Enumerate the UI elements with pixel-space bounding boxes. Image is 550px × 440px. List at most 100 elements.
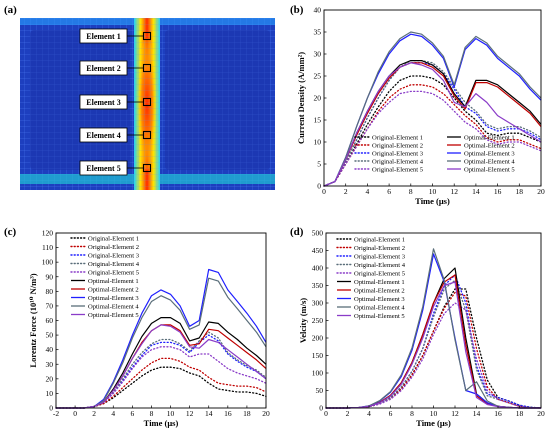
y-tick-label: 10 [314,138,322,147]
x-tick-label: 8 [410,409,414,418]
y-tick-label: 350 [312,281,324,290]
y-tick-label: 35 [314,28,322,37]
legend-label: Optimal-Element 1 [354,279,405,286]
x-tick-label: 18 [516,187,524,196]
legend-label: Optimal-Element 3 [88,295,139,302]
x-tick-label: 10 [430,409,438,418]
y-tick-label: 40 [46,345,54,354]
y-tick-label: 300 [312,299,324,308]
legend-label: Optimal-Element 2 [354,287,405,294]
y-tick-label: 80 [46,287,54,296]
element-label-5: Element 5 [79,160,152,176]
panel-letter-c: (c) [4,226,17,238]
legend-label: Optimal-Element 3 [464,150,515,157]
x-axis-label-d: Time (μs) [416,418,451,428]
series-line-b-9 [323,31,542,187]
legend-label: Original-Element 4 [88,261,140,268]
y-tick-label: 30 [314,50,322,59]
series-line-c-5 [55,346,267,409]
legend-label: Optimal-Element 2 [88,286,139,293]
x-axis-label-c: Time (μs) [144,418,179,428]
panel-c-lorentz-force: -2 0 2 4 6 8 10 12 14 16 18 20010203040506070809010… [28,229,270,429]
series-line-d-10 [326,281,541,409]
legend-label: Optimal-Element 2 [464,142,515,149]
legend-label: Original-Element 5 [88,269,140,276]
x-tick-label: 2 [344,187,348,196]
legend-label: Optimal-Element 3 [354,296,405,303]
x-tick-label: 0 [322,187,326,196]
legend-label: Original-Element 1 [88,235,139,242]
legend-label: Original-Element 2 [354,245,405,252]
x-tick-label: 18 [243,409,251,418]
y-tick-label: 20 [46,374,54,383]
y-tick-label: 30 [46,360,54,369]
y-tick-label: 0 [49,404,53,413]
x-tick-label: 0 [324,409,328,418]
series-line-b-10 [323,62,542,187]
legend-label: Original-Element 5 [372,166,424,173]
x-tick-label: 8 [150,409,154,418]
panel-b-current-density: 0 2 4 6 8 10 12 14 16 18 20 0 5 10 15 20 25 30 35 40 Time (μ… [296,6,545,207]
y-tick-label: 400 [312,264,324,273]
series-line-b-1 [323,75,542,187]
legend-label: Original-Element 3 [354,253,406,260]
y-tick-label: 50 [46,331,54,340]
x-tick-label: 2 [92,409,96,418]
x-axis-label-b: Time (μs) [415,196,450,206]
legend-label: Original-Element 1 [354,236,405,243]
element-label-text: Element 2 [86,64,120,73]
panel-a-contour-map: Element 1 Element 2 Element 3 Element 4 Elem… [20,18,275,190]
x-tick-label: 20 [262,409,270,418]
x-tick-label: 10 [167,409,175,418]
x-tick-label: 16 [494,187,502,196]
element-label-1: Element 1 [79,28,152,44]
x-tick-label: 12 [186,409,194,418]
element-label-text: Element 3 [86,98,120,107]
x-tick-label: 14 [472,187,480,196]
element-labels: Element 1 Element 2 Element 3 Element 4 Elem… [79,28,152,176]
y-tick-label: 70 [46,301,54,310]
legend-label: Optimal-Element 4 [464,158,515,165]
element-label-3: Element 3 [79,94,152,110]
element-marker-4 [142,130,152,140]
y-tick-label: 110 [42,243,53,252]
y-tick-label: 15 [314,116,322,125]
y-tick-label: 500 [312,229,324,238]
legend-label: Original-Element 5 [354,270,406,277]
y-tick-label: 50 [316,386,324,395]
legend-label: Original-Element 3 [88,252,140,259]
x-tick-label: 16 [224,409,232,418]
series-line-c-10 [56,324,267,409]
legend-label: Original-Element 2 [372,142,423,149]
x-tick-label: 10 [429,187,437,196]
element-label-2: Element 2 [79,60,152,76]
x-tick-label: 20 [537,187,545,196]
element-label-4: Element 4 [79,127,152,143]
y-tick-label: 100 [42,258,54,267]
y-tick-label: 60 [46,316,54,325]
x-tick-label: 14 [473,409,481,418]
element-marker-3 [142,97,152,107]
x-tick-label: 4 [367,409,371,418]
y-tick-label: 90 [46,272,54,281]
legend-label: Optimal-Element 4 [354,304,405,311]
y-tick-label: 100 [312,369,324,378]
x-tick-label: 18 [516,409,524,418]
panel-d-velocity: 0 2 4 6 8 10 12 14 16 18 2005010015020025030035040… [298,229,545,429]
x-tick-label: 4 [111,409,115,418]
legend-label: Optimal-Element 1 [88,278,139,285]
x-tick-label: 16 [494,409,502,418]
x-tick-label: 4 [366,187,370,196]
x-tick-label: 6 [389,409,393,418]
element-label-text: Element 1 [86,32,120,41]
element-label-text: Element 5 [86,164,120,173]
legend-label: Original-Element 1 [372,134,423,141]
series-line-b-4 [323,59,542,187]
series-line-c-3 [55,334,267,409]
x-tick-label: 6 [130,409,134,418]
y-tick-label: 120 [42,229,54,238]
y-tick-label: 250 [312,316,324,325]
element-marker-5 [142,163,152,173]
y-tick-label: 25 [314,72,322,81]
